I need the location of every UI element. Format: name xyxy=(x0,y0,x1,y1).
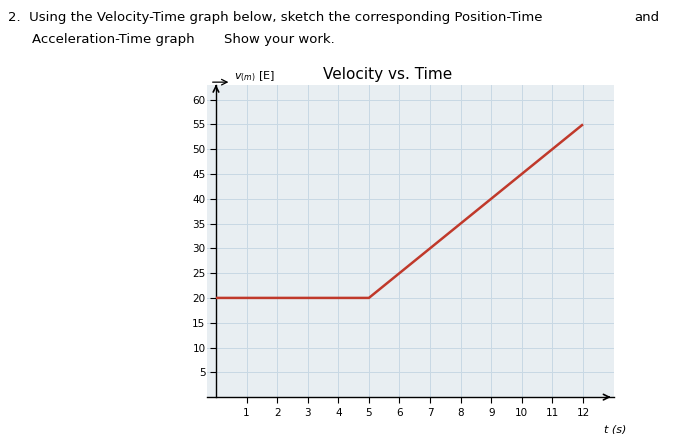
Text: Show your work.: Show your work. xyxy=(224,33,334,46)
Text: Acceleration-Time graph: Acceleration-Time graph xyxy=(32,33,195,46)
Text: and: and xyxy=(634,11,659,24)
Text: $v_{(m)}$ [E]: $v_{(m)}$ [E] xyxy=(235,69,275,84)
Text: Velocity vs. Time: Velocity vs. Time xyxy=(323,67,452,82)
Text: 2.  Using the Velocity-Time graph below, sketch the corresponding Position-Time: 2. Using the Velocity-Time graph below, … xyxy=(8,11,542,24)
Text: t (s): t (s) xyxy=(604,424,626,434)
